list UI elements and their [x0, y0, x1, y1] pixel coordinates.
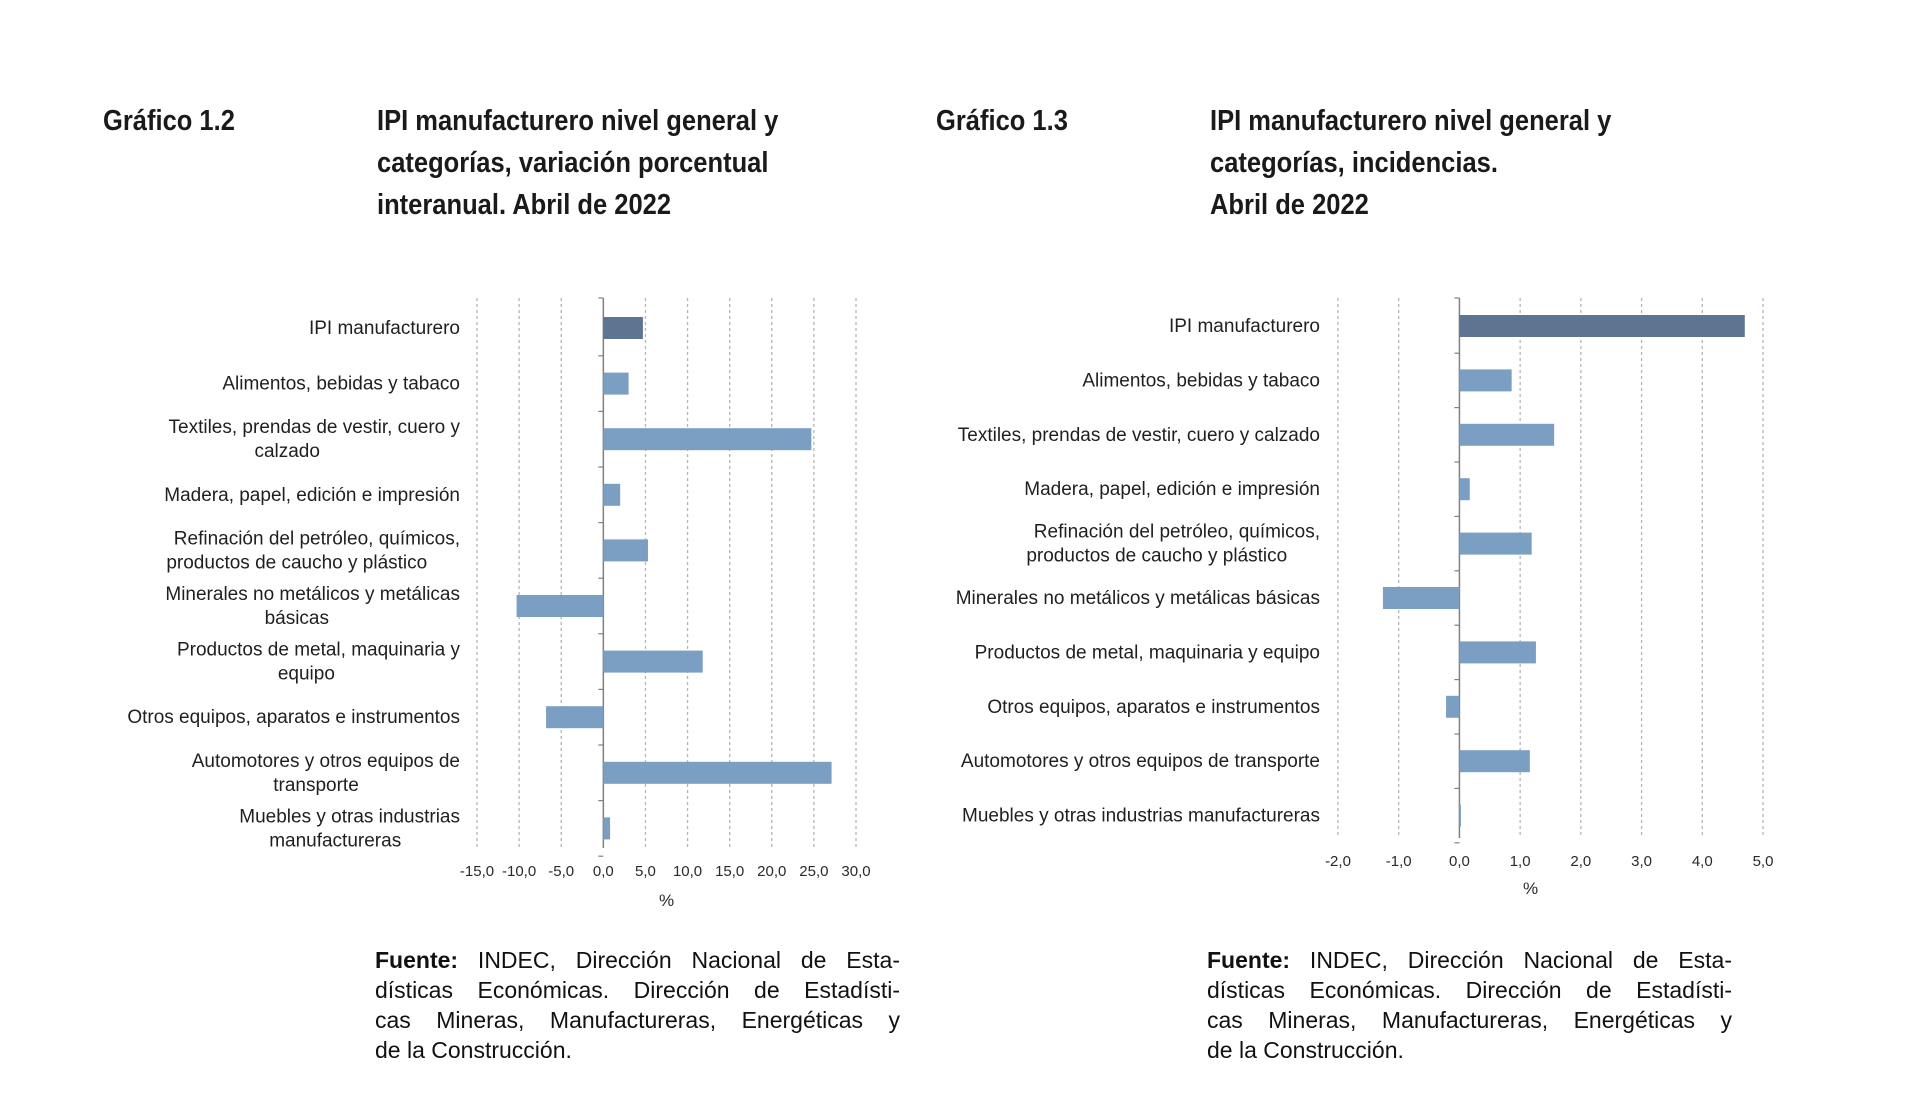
category-label: Minerales no metálicos y metálicas básic…	[956, 588, 1320, 609]
chart-title-line: IPI manufacturero nivel general y	[1210, 105, 1612, 137]
x-tick-label: 2,0	[1570, 853, 1591, 870]
source-text: dísticas Económicas. Dirección de Estadí…	[375, 977, 900, 1003]
category-label: Textiles, prendas de vestir, cuero y cal…	[958, 425, 1320, 446]
bar	[603, 317, 643, 339]
x-tick-label: 30,0	[841, 863, 870, 880]
bar	[1459, 641, 1536, 664]
category-label: Madera, papel, edición e impresión	[164, 485, 460, 506]
bar	[1446, 695, 1460, 718]
x-tick-label: 4,0	[1692, 853, 1713, 870]
x-tick-label: -5,0	[548, 863, 574, 880]
bar	[603, 539, 648, 562]
x-tick-label: 1,0	[1510, 853, 1531, 870]
x-tick-label: -1,0	[1386, 853, 1412, 870]
source-text: cas Mineras, Manufactureras, Energéticas…	[1207, 1007, 1732, 1033]
category-label: básicas	[265, 608, 329, 629]
category-label: productos de caucho y plástico	[166, 552, 427, 573]
category-label: Madera, papel, edición e impresión	[1024, 479, 1320, 500]
category-label: manufactureras	[269, 830, 401, 851]
bar	[603, 483, 621, 506]
bar	[1459, 315, 1745, 337]
source-text: INDEC, Dirección Nacional de Esta-	[1290, 947, 1732, 973]
x-tick-label: 15,0	[715, 863, 744, 880]
category-label: equipo	[278, 664, 335, 685]
bar	[1459, 478, 1470, 501]
category-label: IPI manufacturero	[1169, 316, 1320, 337]
bar	[546, 706, 604, 729]
bar	[603, 817, 611, 840]
bar	[1459, 423, 1555, 446]
chart-title-line: interanual. Abril de 2022	[377, 189, 672, 221]
x-tick-label: 3,0	[1631, 853, 1652, 870]
category-label: Textiles, prendas de vestir, cuero y	[169, 417, 461, 438]
source-text: INDEC, Dirección Nacional de Esta-	[458, 947, 900, 973]
category-label: Muebles y otras industrias manufacturera…	[962, 806, 1320, 827]
bar	[1459, 804, 1461, 827]
figure-label-left: Gráfico 1.2	[103, 105, 235, 137]
bar	[603, 372, 629, 395]
source-label: Fuente:	[375, 947, 459, 973]
x-tick-label: 0,0	[1449, 853, 1470, 870]
category-label: Refinación del petróleo, químicos,	[1034, 522, 1320, 543]
x-tick-label: -2,0	[1325, 853, 1351, 870]
category-label: productos de caucho y plástico	[1026, 546, 1287, 567]
category-label: Otros equipos, aparatos e instrumentos	[127, 707, 460, 728]
bar	[1459, 369, 1512, 392]
x-tick-label: 5,0	[635, 863, 656, 880]
category-label: Alimentos, bebidas y tabaco	[222, 374, 460, 395]
source-note-right: Fuente: INDEC, Dirección Nacional de Est…	[1207, 945, 1732, 1065]
x-axis-label: %	[1523, 879, 1538, 898]
x-tick-label: 25,0	[799, 863, 828, 880]
figure-label-right: Gráfico 1.3	[936, 105, 1068, 137]
source-label: Fuente:	[1207, 947, 1291, 973]
source-note-left: Fuente: INDEC, Dirección Nacional de Est…	[375, 945, 900, 1065]
source-text: de la Construcción.	[375, 1037, 572, 1063]
source-text: cas Mineras, Manufactureras, Energéticas…	[375, 1007, 900, 1033]
bar	[603, 761, 832, 784]
x-tick-label: -15,0	[460, 863, 494, 880]
chart-title-line: Abril de 2022	[1210, 189, 1369, 221]
category-label: Automotores y otros equipos de transport…	[961, 751, 1320, 772]
bar	[516, 595, 604, 617]
chart-title-left: IPI manufacturero nivel general y catego…	[377, 100, 778, 226]
chart-title-line: IPI manufacturero nivel general y	[377, 105, 779, 137]
category-label: transporte	[273, 775, 359, 796]
source-text: de la Construcción.	[1207, 1037, 1404, 1063]
category-label: Productos de metal, maquinaria y equipo	[975, 642, 1320, 663]
source-text: dísticas Económicas. Dirección de Estadí…	[1207, 977, 1732, 1003]
category-label: IPI manufacturero	[309, 318, 460, 339]
category-label: Otros equipos, aparatos e instrumentos	[987, 697, 1320, 718]
chart-title-right: IPI manufacturero nivel general y catego…	[1210, 100, 1611, 226]
x-tick-label: 10,0	[673, 863, 702, 880]
category-label: Refinación del petróleo, químicos,	[174, 528, 460, 549]
x-tick-label: 20,0	[757, 863, 786, 880]
bar	[1459, 532, 1532, 555]
category-label: calzado	[254, 441, 320, 462]
category-label: Minerales no metálicos y metálicas	[165, 584, 460, 605]
category-label: Alimentos, bebidas y tabaco	[1082, 370, 1320, 391]
x-tick-label: 5,0	[1753, 853, 1774, 870]
bar	[1459, 750, 1530, 773]
category-label: Muebles y otras industrias	[239, 806, 460, 827]
x-axis-label: %	[659, 891, 674, 910]
x-tick-label: -10,0	[502, 863, 536, 880]
bar	[603, 428, 812, 451]
category-label: Productos de metal, maquinaria y	[177, 640, 461, 661]
x-tick-label: 0,0	[593, 863, 614, 880]
chart-title-line: categorías, incidencias.	[1210, 147, 1498, 179]
bar	[603, 650, 703, 673]
category-label: Automotores y otros equipos de	[192, 751, 460, 772]
chart-title-line: categorías, variación porcentual	[377, 147, 769, 179]
bar	[1382, 587, 1460, 609]
